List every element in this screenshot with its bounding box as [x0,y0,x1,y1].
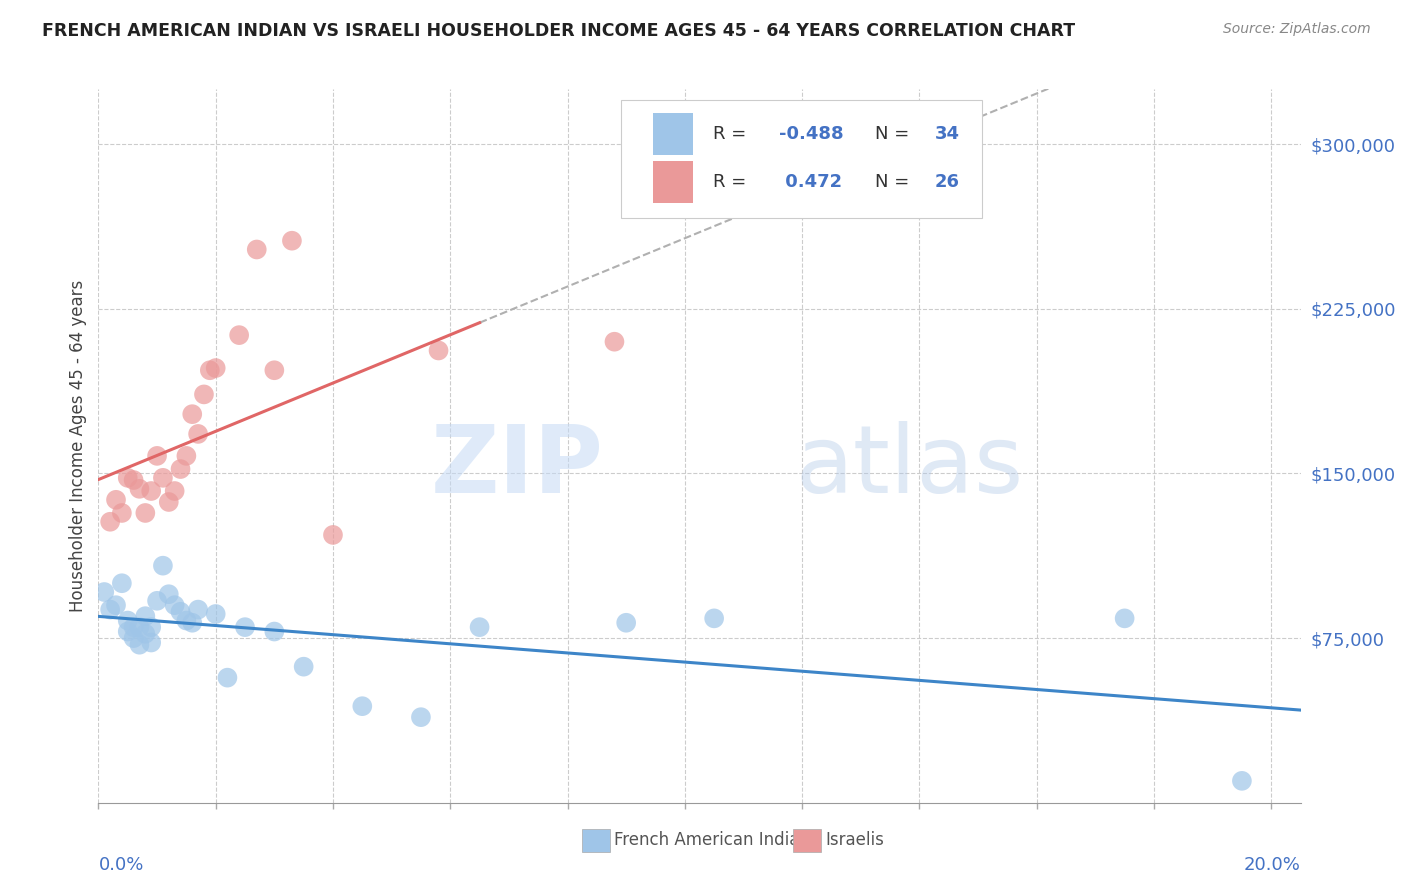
Point [128,482,150,496]
Point [187,426,209,441]
Point [187,602,209,616]
Point [128,638,150,652]
Point [181,407,204,421]
Point [703,611,725,625]
Point [163,483,186,498]
Point [169,605,191,619]
Point [204,361,226,376]
Point [122,473,145,487]
Y-axis label: Householder Income Ages 45 - 64 years: Householder Income Ages 45 - 64 years [69,280,87,612]
Point [117,624,139,639]
Point [614,615,637,630]
FancyBboxPatch shape [621,100,981,218]
Text: R =: R = [713,125,752,143]
Point [157,587,180,601]
Point [204,607,226,621]
Point [169,462,191,476]
Text: atlas: atlas [796,421,1024,514]
Point [193,387,215,401]
Point [111,506,134,520]
Text: ZIP: ZIP [430,421,603,514]
Text: N =: N = [875,173,915,191]
Point [1230,773,1253,788]
FancyBboxPatch shape [652,112,693,155]
Point [233,620,256,634]
Point [105,598,128,612]
Point [146,449,169,463]
Text: Source: ZipAtlas.com: Source: ZipAtlas.com [1223,22,1371,37]
Text: Israelis: Israelis [825,831,884,849]
Text: 0.472: 0.472 [779,173,842,191]
Point [128,620,150,634]
Point [217,671,239,685]
Point [122,631,145,645]
Text: 26: 26 [935,173,960,191]
Point [228,328,250,343]
Text: FRENCH AMERICAN INDIAN VS ISRAELI HOUSEHOLDER INCOME AGES 45 - 64 YEARS CORRELAT: FRENCH AMERICAN INDIAN VS ISRAELI HOUSEH… [42,22,1076,40]
Text: N =: N = [875,125,915,143]
Text: 34: 34 [935,125,960,143]
Point [152,471,174,485]
Text: 20.0%: 20.0% [1244,856,1301,874]
Point [134,506,156,520]
Point [134,609,156,624]
Point [603,334,626,349]
Point [263,363,285,377]
Point [134,626,156,640]
Point [98,515,121,529]
Point [122,620,145,634]
Point [98,602,121,616]
Point [181,615,204,630]
Text: French American Indians: French American Indians [614,831,820,849]
Text: 0.0%: 0.0% [98,856,143,874]
Point [176,449,198,463]
Text: -0.488: -0.488 [779,125,844,143]
FancyBboxPatch shape [652,161,693,202]
Point [141,483,163,498]
Point [163,598,186,612]
Point [352,699,374,714]
Point [281,234,304,248]
Point [141,635,163,649]
Point [152,558,174,573]
Point [292,659,315,673]
Point [117,614,139,628]
Point [146,594,169,608]
Point [468,620,491,634]
Point [141,620,163,634]
Point [93,585,115,599]
Point [157,495,180,509]
Text: R =: R = [713,173,752,191]
Point [322,528,344,542]
Point [427,343,450,358]
Point [111,576,134,591]
Point [263,624,285,639]
Point [198,363,221,377]
Point [117,471,139,485]
Point [105,492,128,507]
Point [176,614,198,628]
Point [246,243,269,257]
Point [409,710,432,724]
Point [1114,611,1136,625]
